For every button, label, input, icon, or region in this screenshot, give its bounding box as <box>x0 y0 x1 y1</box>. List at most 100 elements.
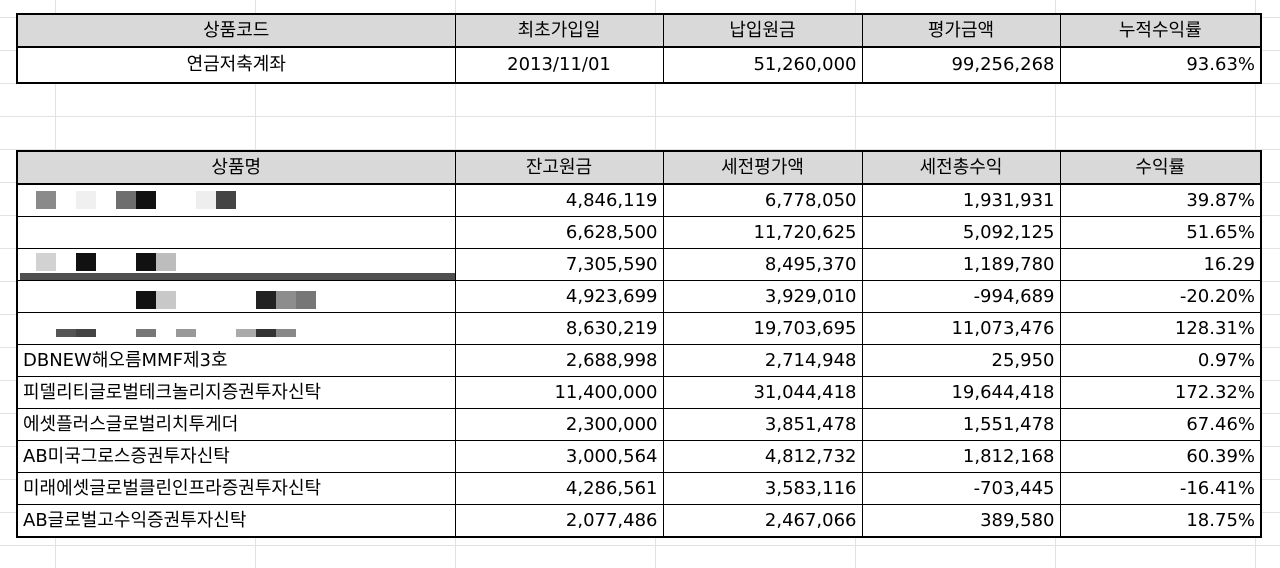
redaction-block <box>256 291 276 309</box>
cell-rate[interactable]: 39.87% <box>1059 183 1262 217</box>
header-balance-principal[interactable]: 잔고원금 <box>454 150 664 185</box>
table-row: 에셋플러스글로벌리치투게더 2,300,000 3,851,478 1,551,… <box>16 408 1262 441</box>
cell-principal[interactable]: 2,688,998 <box>454 344 664 377</box>
header-first-join-date[interactable]: 최초가입일 <box>454 13 664 48</box>
cell-product-name[interactable]: AB미국그로스증권투자신탁 <box>16 440 456 473</box>
cell-product-name-redacted[interactable] <box>16 183 456 217</box>
cell-rate[interactable]: 172.32% <box>1059 376 1262 409</box>
cell-profit[interactable]: 1,189,780 <box>861 248 1061 281</box>
cell-rate[interactable]: 16.29 <box>1059 248 1262 281</box>
cell-valuation[interactable]: 2,714,948 <box>662 344 863 377</box>
cell-principal[interactable]: 2,077,486 <box>454 504 664 538</box>
cell-product-name[interactable]: 에셋플러스글로벌리치투게더 <box>16 408 456 441</box>
header-pretax-profit[interactable]: 세전총수익 <box>861 150 1061 185</box>
cell-product-name[interactable]: 미래에셋글로벌클린인프라증권투자신탁 <box>16 472 456 505</box>
cell-product-name[interactable]: AB글로벌고수익증권투자신탁 <box>16 504 456 538</box>
table-row: 6,628,500 11,720,625 5,092,125 51.65% <box>16 216 1262 249</box>
cell-valuation[interactable]: 6,778,050 <box>662 183 863 217</box>
redaction-block <box>276 291 296 309</box>
redaction-block <box>116 191 136 209</box>
cell-valuation[interactable]: 4,812,732 <box>662 440 863 473</box>
cell-product-name-redacted[interactable] <box>16 312 456 345</box>
cell-rate[interactable]: 67.46% <box>1059 408 1262 441</box>
summary-row: 연금저축계좌 2013/11/01 51,260,000 99,256,268 … <box>16 46 1262 84</box>
redaction-block <box>76 191 96 209</box>
redaction-block <box>196 191 216 209</box>
header-return-rate[interactable]: 수익률 <box>1059 150 1262 185</box>
cell-rate[interactable]: 0.97% <box>1059 344 1262 377</box>
redaction-block <box>56 329 76 337</box>
cell-principal[interactable]: 4,923,699 <box>454 280 664 313</box>
cell-rate[interactable]: 51.65% <box>1059 216 1262 249</box>
cell-profit[interactable]: 389,580 <box>861 504 1061 538</box>
cell-profit[interactable]: -994,689 <box>861 280 1061 313</box>
cell-principal[interactable]: 4,286,561 <box>454 472 664 505</box>
cell-first-join-date[interactable]: 2013/11/01 <box>454 46 664 84</box>
cell-principal[interactable]: 3,000,564 <box>454 440 664 473</box>
cell-rate[interactable]: 18.75% <box>1059 504 1262 538</box>
redaction-block <box>216 191 236 209</box>
cell-valuation[interactable]: 99,256,268 <box>861 46 1061 84</box>
table-row: 4,923,699 3,929,010 -994,689 -20.20% <box>16 280 1262 313</box>
redaction-block <box>136 253 156 271</box>
redaction-block <box>136 191 156 209</box>
cell-principal[interactable]: 7,305,590 <box>454 248 664 281</box>
cell-product-name-redacted[interactable] <box>16 280 456 313</box>
header-paid-principal[interactable]: 납입원금 <box>662 13 863 48</box>
header-pretax-valuation[interactable]: 세전평가액 <box>662 150 863 185</box>
redaction-block <box>176 329 196 337</box>
redaction-block <box>136 291 156 309</box>
table-row: DBNEW해오름MMF제3호 2,688,998 2,714,948 25,95… <box>16 344 1262 377</box>
cell-valuation[interactable]: 8,495,370 <box>662 248 863 281</box>
cell-product-name-redacted[interactable] <box>16 216 456 249</box>
cell-rate[interactable]: 128.31% <box>1059 312 1262 345</box>
table-row: 미래에셋글로벌클린인프라증권투자신탁 4,286,561 3,583,116 -… <box>16 472 1262 505</box>
header-product-code[interactable]: 상품코드 <box>16 13 456 48</box>
table-row: 피델리티글로벌테크놀리지증권투자신탁 11,400,000 31,044,418… <box>16 376 1262 409</box>
cell-cumulative-return[interactable]: 93.63% <box>1059 46 1262 84</box>
cell-principal[interactable]: 4,846,119 <box>454 183 664 217</box>
cell-principal[interactable]: 2,300,000 <box>454 408 664 441</box>
cell-principal[interactable]: 8,630,219 <box>454 312 664 345</box>
cell-profit[interactable]: 1,812,168 <box>861 440 1061 473</box>
table-row: AB미국그로스증권투자신탁 3,000,564 4,812,732 1,812,… <box>16 440 1262 473</box>
cell-valuation[interactable]: 31,044,418 <box>662 376 863 409</box>
cell-rate[interactable]: -20.20% <box>1059 280 1262 313</box>
cell-profit[interactable]: 1,551,478 <box>861 408 1061 441</box>
redaction-block <box>76 253 96 271</box>
cell-valuation[interactable]: 11,720,625 <box>662 216 863 249</box>
cell-paid-principal[interactable]: 51,260,000 <box>662 46 863 84</box>
cell-valuation[interactable]: 3,851,478 <box>662 408 863 441</box>
summary-table: 상품코드 최초가입일 납입원금 평가금액 누적수익률 연금저축계좌 2013/1… <box>16 13 1262 84</box>
redaction-block <box>156 253 176 271</box>
cell-profit[interactable]: -703,445 <box>861 472 1061 505</box>
table-row: AB글로벌고수익증권투자신탁 2,077,486 2,467,066 389,5… <box>16 504 1262 538</box>
table-row: 7,305,590 8,495,370 1,189,780 16.29 <box>16 248 1262 281</box>
cell-valuation[interactable]: 19,703,695 <box>662 312 863 345</box>
cell-rate[interactable]: -16.41% <box>1059 472 1262 505</box>
cell-product-name[interactable]: DBNEW해오름MMF제3호 <box>16 344 456 377</box>
cell-valuation[interactable]: 2,467,066 <box>662 504 863 538</box>
cell-profit[interactable]: 25,950 <box>861 344 1061 377</box>
cell-principal[interactable]: 11,400,000 <box>454 376 664 409</box>
cell-principal[interactable]: 6,628,500 <box>454 216 664 249</box>
cell-valuation[interactable]: 3,929,010 <box>662 280 863 313</box>
cell-product-code[interactable]: 연금저축계좌 <box>16 46 456 84</box>
header-cumulative-return[interactable]: 누적수익률 <box>1059 13 1262 48</box>
cell-profit[interactable]: 5,092,125 <box>861 216 1061 249</box>
cell-profit[interactable]: 19,644,418 <box>861 376 1061 409</box>
cell-valuation[interactable]: 3,583,116 <box>662 472 863 505</box>
redaction-block <box>276 329 296 337</box>
header-valuation[interactable]: 평가금액 <box>861 13 1061 48</box>
cell-rate[interactable]: 60.39% <box>1059 440 1262 473</box>
table-row: 4,846,119 6,778,050 1,931,931 39.87% <box>16 183 1262 217</box>
cell-product-name[interactable]: 피델리티글로벌테크놀리지증권투자신탁 <box>16 376 456 409</box>
cell-profit[interactable]: 1,931,931 <box>861 183 1061 217</box>
cell-profit[interactable]: 11,073,476 <box>861 312 1061 345</box>
cell-product-name-redacted[interactable] <box>16 248 456 281</box>
redaction-block <box>296 291 316 309</box>
redaction-block <box>136 329 156 337</box>
redaction-bar <box>20 273 454 280</box>
header-product-name[interactable]: 상품명 <box>16 150 456 185</box>
